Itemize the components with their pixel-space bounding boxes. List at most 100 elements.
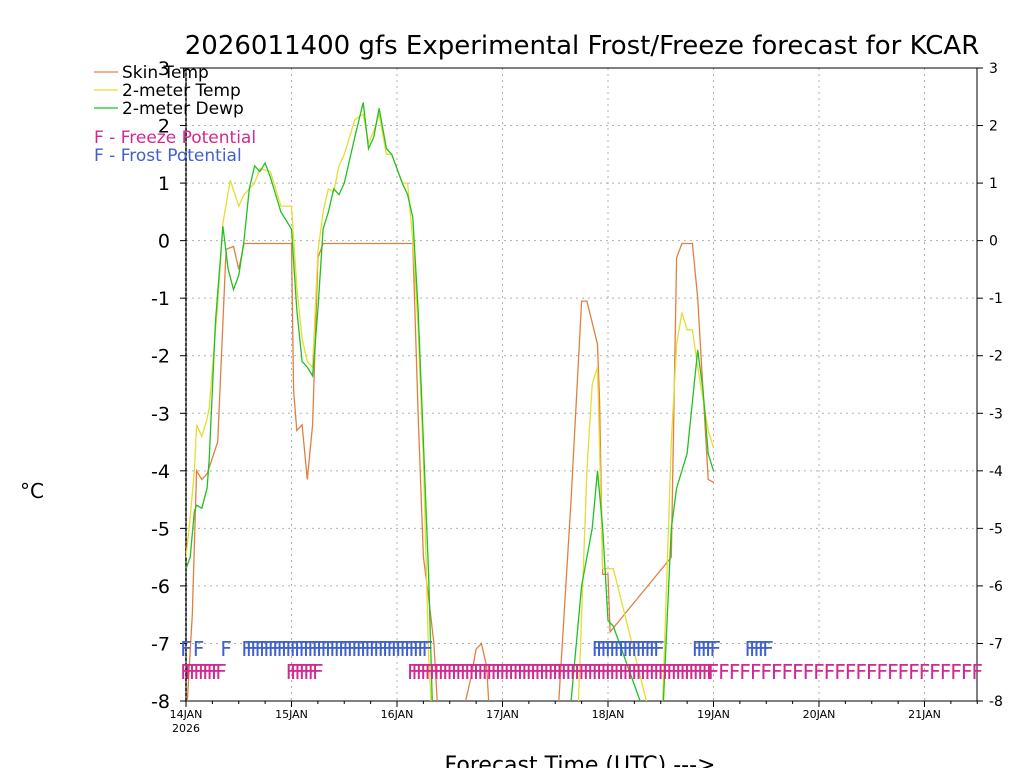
freeze-marker: F xyxy=(425,660,437,684)
freeze-marker: F xyxy=(718,660,730,684)
frost-marker: F xyxy=(303,637,315,661)
freeze-marker: F xyxy=(592,660,604,684)
frost-marker: F xyxy=(404,637,416,661)
chart-title: 2026011400 gfs Experimental Frost/Freeze… xyxy=(185,31,980,61)
freeze-marker: F xyxy=(929,660,941,684)
freeze-marker: F xyxy=(600,660,612,684)
freeze-marker: F xyxy=(521,660,533,684)
freeze-marker: F xyxy=(666,660,678,684)
freeze-marker: F xyxy=(193,660,205,684)
freeze-marker: F xyxy=(855,660,867,684)
frost-marker: F xyxy=(627,637,639,661)
freeze-marker: F xyxy=(438,660,450,684)
freeze-marker: F xyxy=(535,660,547,684)
freeze-marker: F xyxy=(552,660,564,684)
freeze-marker: F xyxy=(653,660,665,684)
freeze-marker: F xyxy=(482,660,494,684)
freeze-marker: F xyxy=(543,660,555,684)
freeze-marker: F xyxy=(526,660,538,684)
frost-marker: F xyxy=(321,637,333,661)
freeze-marker: F xyxy=(299,660,311,684)
frost-marker: F xyxy=(701,637,713,661)
freeze-marker: F xyxy=(824,660,836,684)
y-tick-label: -3 xyxy=(151,403,170,425)
frost-marker: F xyxy=(395,637,407,661)
frost-marker: F xyxy=(250,637,262,661)
freeze-marker: F xyxy=(464,660,476,684)
frost-marker: F xyxy=(391,637,403,661)
freeze-marker: F xyxy=(609,660,621,684)
freeze-marker: F xyxy=(644,660,656,684)
frost-marker: F xyxy=(338,637,350,661)
y-tick-label-right: -6 xyxy=(989,579,1003,595)
freeze-marker: F xyxy=(760,660,772,684)
y-tick-label: 2 xyxy=(158,116,170,138)
frost-marker: F xyxy=(753,637,765,661)
freeze-marker: F xyxy=(429,660,441,684)
x-tick-label: 18JAN xyxy=(592,708,625,721)
frost-marker: F xyxy=(408,637,420,661)
frost-marker: F xyxy=(653,637,665,661)
x-tick-label: 16JAN xyxy=(381,708,414,721)
frost-marker: F xyxy=(644,637,656,661)
y-tick-label: -4 xyxy=(151,461,170,483)
freeze-marker: F xyxy=(688,660,700,684)
freeze-marker: F xyxy=(640,660,652,684)
frost-marker: F xyxy=(290,637,302,661)
frost-marker: F xyxy=(382,637,394,661)
freeze-marker: F xyxy=(697,660,709,684)
freeze-marker: F xyxy=(198,660,210,684)
freeze-marker: F xyxy=(574,660,586,684)
frost-marker: F xyxy=(705,637,717,661)
freeze-marker: F xyxy=(455,660,467,684)
frost-marker: F xyxy=(378,637,390,661)
freeze-marker: F xyxy=(215,660,227,684)
freeze-marker: F xyxy=(898,660,910,684)
frost-legend-label: F - Frost Potential xyxy=(94,146,242,166)
y-tick-label-right: -5 xyxy=(989,521,1003,537)
freeze-marker: F xyxy=(729,660,741,684)
frost-marker: F xyxy=(325,637,337,661)
frost-marker: F xyxy=(745,637,757,661)
y-tick-label-right: -2 xyxy=(989,349,1003,365)
y-tick-label-right: 3 xyxy=(989,61,998,77)
freeze-marker: F xyxy=(587,660,599,684)
freeze-marker: F xyxy=(451,660,463,684)
freeze-marker: F xyxy=(675,660,687,684)
freeze-marker: F xyxy=(290,660,302,684)
freeze-marker: F xyxy=(561,660,573,684)
freeze-marker: F xyxy=(499,660,511,684)
freeze-marker: F xyxy=(636,660,648,684)
freeze-marker: F xyxy=(618,660,630,684)
frost-marker: F xyxy=(649,637,661,661)
frost-marker: F xyxy=(360,637,372,661)
y-tick-label-right: 0 xyxy=(989,234,998,250)
y-tick-label: 0 xyxy=(158,231,170,253)
x-tick-label: 20JAN xyxy=(803,708,836,721)
freeze-marker: F xyxy=(548,660,560,684)
freeze-marker: F xyxy=(605,660,617,684)
freeze-marker: F xyxy=(189,660,201,684)
frost-marker: F xyxy=(259,637,271,661)
series-layer xyxy=(186,102,715,701)
y-tick-label: -8 xyxy=(151,691,170,713)
freeze-marker: F xyxy=(286,660,298,684)
frost-marker: F xyxy=(422,637,434,661)
frost-marker: F xyxy=(609,637,621,661)
freeze-marker: F xyxy=(180,660,192,684)
freeze-marker: F xyxy=(706,660,718,684)
frost-marker: F xyxy=(600,637,612,661)
y-tick-label-right: -8 xyxy=(989,694,1003,710)
freeze-marker: F xyxy=(971,660,983,684)
freeze-marker: F xyxy=(866,660,878,684)
x-tick-label: 19JAN xyxy=(697,708,730,721)
frost-marker: F xyxy=(241,637,253,661)
freeze-marker: F xyxy=(420,660,432,684)
frost-marker: F xyxy=(272,637,284,661)
freeze-marker: F xyxy=(813,660,825,684)
freeze-marker: F xyxy=(596,660,608,684)
freeze-marker: F xyxy=(887,660,899,684)
freeze-marker: F xyxy=(207,660,219,684)
frost-marker: F xyxy=(592,637,604,661)
